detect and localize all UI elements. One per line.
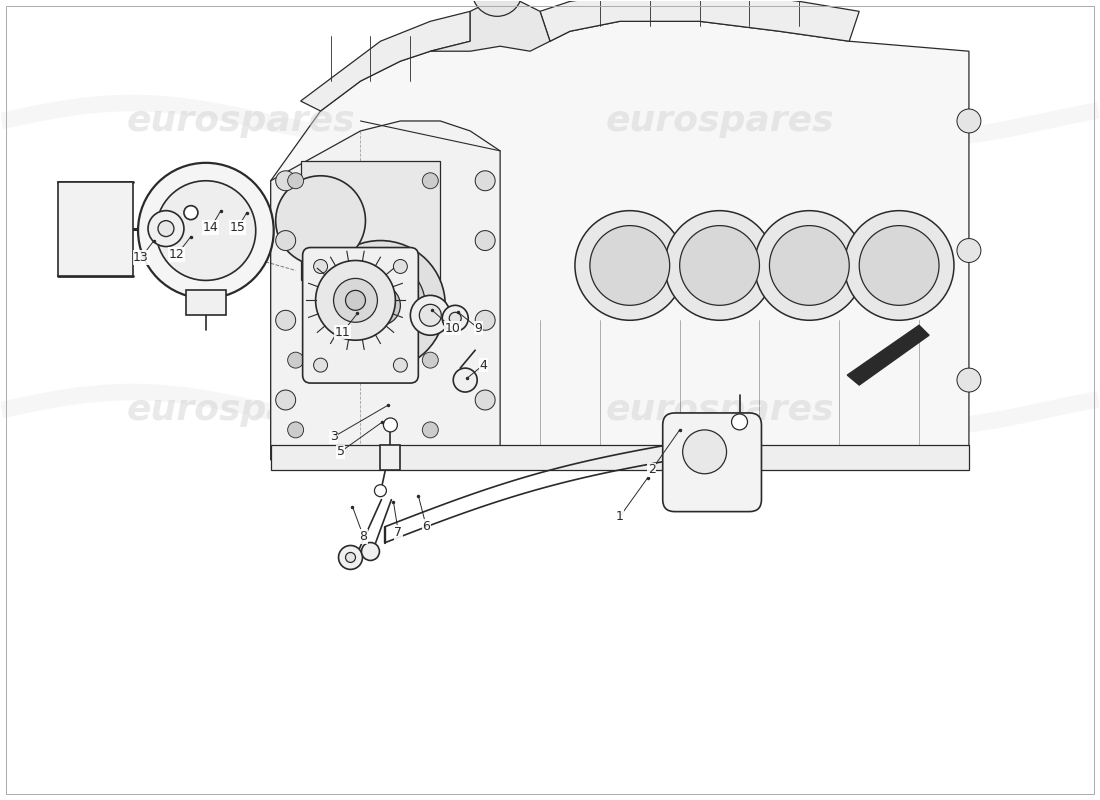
Circle shape xyxy=(664,210,774,320)
Circle shape xyxy=(394,358,407,372)
Circle shape xyxy=(361,286,400,326)
Text: 10: 10 xyxy=(444,322,460,334)
Text: 2: 2 xyxy=(648,463,656,476)
Text: eurospares: eurospares xyxy=(605,104,834,138)
Circle shape xyxy=(138,163,274,298)
Circle shape xyxy=(957,109,981,133)
Circle shape xyxy=(184,206,198,220)
Circle shape xyxy=(475,230,495,250)
Text: 8: 8 xyxy=(360,530,367,543)
Text: 4: 4 xyxy=(480,358,487,372)
Circle shape xyxy=(384,418,397,432)
Circle shape xyxy=(422,352,438,368)
Bar xyxy=(186,290,225,315)
FancyBboxPatch shape xyxy=(302,247,418,383)
Circle shape xyxy=(276,310,296,330)
Circle shape xyxy=(276,170,296,190)
Bar xyxy=(300,161,440,281)
Text: 11: 11 xyxy=(334,326,351,338)
Circle shape xyxy=(680,226,759,306)
Circle shape xyxy=(449,312,461,324)
Circle shape xyxy=(769,226,849,306)
Circle shape xyxy=(333,278,377,322)
Circle shape xyxy=(288,173,304,189)
Circle shape xyxy=(419,304,441,326)
Circle shape xyxy=(288,352,304,368)
Circle shape xyxy=(156,181,255,281)
Text: eurospares: eurospares xyxy=(605,393,834,427)
Circle shape xyxy=(314,259,328,274)
Circle shape xyxy=(575,210,684,320)
Circle shape xyxy=(276,390,296,410)
Circle shape xyxy=(475,170,495,190)
Circle shape xyxy=(475,390,495,410)
Circle shape xyxy=(845,210,954,320)
Polygon shape xyxy=(847,326,930,385)
Circle shape xyxy=(276,230,296,250)
Text: eurospares: eurospares xyxy=(126,104,355,138)
Text: eurospares: eurospares xyxy=(126,393,355,427)
Circle shape xyxy=(316,261,395,340)
Circle shape xyxy=(336,261,426,350)
Text: 15: 15 xyxy=(230,221,245,234)
Circle shape xyxy=(442,306,469,331)
Circle shape xyxy=(755,210,865,320)
Circle shape xyxy=(683,430,727,474)
Polygon shape xyxy=(300,11,470,111)
Circle shape xyxy=(453,368,477,392)
Circle shape xyxy=(276,176,365,266)
Circle shape xyxy=(859,226,939,306)
Circle shape xyxy=(374,485,386,497)
Circle shape xyxy=(957,368,981,392)
Bar xyxy=(381,445,400,470)
Bar xyxy=(271,445,969,470)
Polygon shape xyxy=(271,22,969,460)
Text: 1: 1 xyxy=(616,510,624,523)
FancyBboxPatch shape xyxy=(662,413,761,512)
Polygon shape xyxy=(430,2,550,51)
Text: 7: 7 xyxy=(395,526,403,539)
Polygon shape xyxy=(540,0,859,42)
Circle shape xyxy=(339,546,363,570)
Text: 13: 13 xyxy=(133,251,148,264)
Text: 9: 9 xyxy=(474,322,482,334)
Circle shape xyxy=(732,414,748,430)
Text: 12: 12 xyxy=(169,248,185,261)
Circle shape xyxy=(590,226,670,306)
Circle shape xyxy=(158,221,174,237)
Text: 3: 3 xyxy=(330,430,338,443)
Circle shape xyxy=(362,542,380,561)
Circle shape xyxy=(345,290,365,310)
Text: 14: 14 xyxy=(204,221,219,234)
Circle shape xyxy=(148,210,184,246)
Circle shape xyxy=(410,295,450,335)
Text: 4: 4 xyxy=(480,358,487,372)
Circle shape xyxy=(288,422,304,438)
Text: 6: 6 xyxy=(422,520,430,533)
Circle shape xyxy=(394,259,407,274)
Circle shape xyxy=(316,241,446,370)
Circle shape xyxy=(422,173,438,189)
Circle shape xyxy=(422,422,438,438)
Circle shape xyxy=(957,238,981,262)
Circle shape xyxy=(314,358,328,372)
Circle shape xyxy=(472,0,522,16)
Text: 5: 5 xyxy=(337,446,344,458)
Circle shape xyxy=(475,310,495,330)
Bar xyxy=(58,182,133,277)
Circle shape xyxy=(345,553,355,562)
Polygon shape xyxy=(271,121,501,460)
